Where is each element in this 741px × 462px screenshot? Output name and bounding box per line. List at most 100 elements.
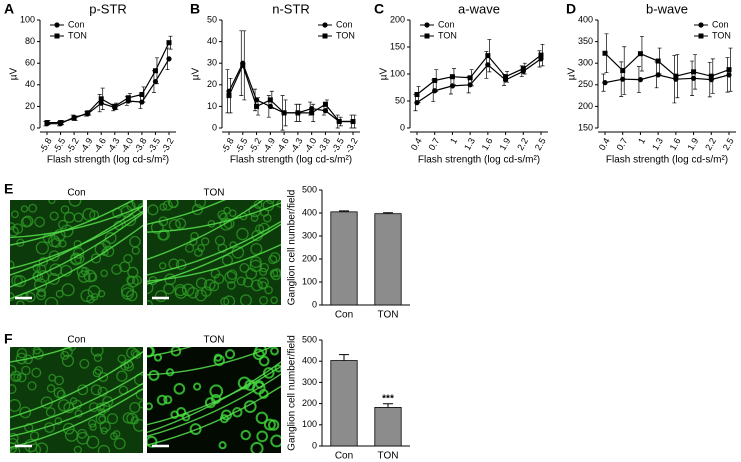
nerve-fiber	[147, 220, 281, 276]
cell	[98, 372, 109, 383]
x-tick-label: 1	[636, 136, 647, 145]
nerve-fiber	[10, 387, 143, 449]
x-tick-label: -4.0	[119, 136, 135, 154]
cell	[194, 200, 206, 208]
marker	[673, 73, 679, 79]
cell	[126, 275, 136, 285]
cell	[51, 237, 62, 248]
y-tick-label: 150	[578, 122, 593, 132]
cell	[16, 372, 27, 383]
cell	[240, 429, 251, 441]
cell	[29, 431, 40, 441]
legend-marker	[54, 33, 60, 39]
error-bar	[339, 354, 349, 361]
cell	[126, 275, 139, 288]
cell	[97, 386, 108, 397]
cell	[258, 355, 270, 367]
nerve-fiber	[147, 361, 281, 434]
cell	[86, 295, 95, 304]
x-tick-label: 1.3	[650, 136, 665, 152]
cell	[154, 290, 168, 303]
y-axis-label: Ganglion cell number/field	[287, 335, 298, 451]
marker	[267, 97, 273, 103]
cell	[61, 283, 75, 297]
cell	[60, 205, 70, 214]
marker	[254, 103, 260, 109]
nerve-fiber	[10, 212, 143, 288]
cell	[236, 227, 249, 241]
cell	[209, 384, 224, 399]
cell	[195, 277, 208, 289]
cell	[104, 232, 117, 244]
cell	[226, 280, 236, 290]
cell	[176, 406, 187, 418]
x-axis-label: Flash strength (log cd-s/m²)	[606, 155, 728, 166]
cell	[219, 212, 228, 222]
cell	[264, 285, 273, 295]
x-tick-label: -3.8	[132, 136, 148, 154]
cell	[181, 283, 195, 297]
y-tick-label: 350	[578, 36, 593, 46]
legend-marker	[322, 33, 328, 39]
cell	[158, 262, 167, 270]
cell	[54, 375, 64, 386]
x-tick-label: 1.6	[668, 136, 683, 152]
cell	[253, 200, 263, 209]
cell	[63, 402, 75, 414]
cell	[63, 211, 76, 224]
y-tick-label: 200	[390, 14, 405, 24]
cell	[45, 407, 56, 418]
cell	[147, 300, 153, 305]
cell	[116, 370, 128, 382]
cell	[76, 431, 90, 445]
cell	[44, 296, 59, 305]
panel-label: E	[4, 181, 13, 197]
legend-label: TON	[712, 30, 731, 40]
marker	[637, 51, 643, 57]
cell	[256, 430, 269, 443]
series-line	[416, 54, 542, 95]
y-axis-label: Ganglion cell number/field	[287, 190, 298, 306]
x-tick-label: 1.6	[480, 136, 495, 152]
cell	[19, 406, 32, 419]
y-tick-label: 200	[578, 101, 593, 111]
x-tick-label: 1.9	[497, 136, 512, 152]
marker	[432, 77, 438, 83]
cell	[268, 255, 278, 265]
cell	[28, 443, 42, 453]
cell	[101, 248, 109, 257]
cell	[62, 422, 75, 435]
cell	[27, 381, 37, 391]
micrograph	[147, 200, 281, 305]
nerve-fiber	[147, 223, 281, 285]
cell	[226, 269, 238, 280]
y-tick-label: 200	[302, 398, 317, 408]
cell	[263, 418, 276, 431]
marker	[620, 68, 626, 74]
x-tick-label: 1.9	[685, 136, 700, 152]
cell	[249, 259, 263, 273]
cell	[257, 277, 269, 289]
nerve-fiber	[10, 224, 143, 300]
y-tick-label: 60	[25, 58, 35, 68]
cell	[250, 441, 264, 453]
x-tick-label: -5.8	[37, 136, 53, 154]
y-tick-label: 10	[207, 101, 217, 111]
cell	[185, 243, 195, 253]
series-line	[228, 63, 353, 123]
y-tick-label: 250	[578, 79, 593, 89]
cell	[156, 394, 168, 406]
cell	[197, 244, 206, 252]
nerve-fiber	[10, 382, 143, 438]
cell	[34, 216, 45, 228]
x-tick-label: TON	[378, 310, 399, 321]
cell	[102, 396, 114, 408]
cell	[35, 241, 49, 255]
marker	[71, 115, 77, 121]
y-tick-label: 0	[312, 440, 317, 450]
cell	[228, 209, 237, 217]
x-tick-label: 1.3	[462, 136, 477, 152]
marker	[655, 58, 661, 64]
series-line	[47, 42, 170, 124]
cell	[163, 395, 173, 405]
